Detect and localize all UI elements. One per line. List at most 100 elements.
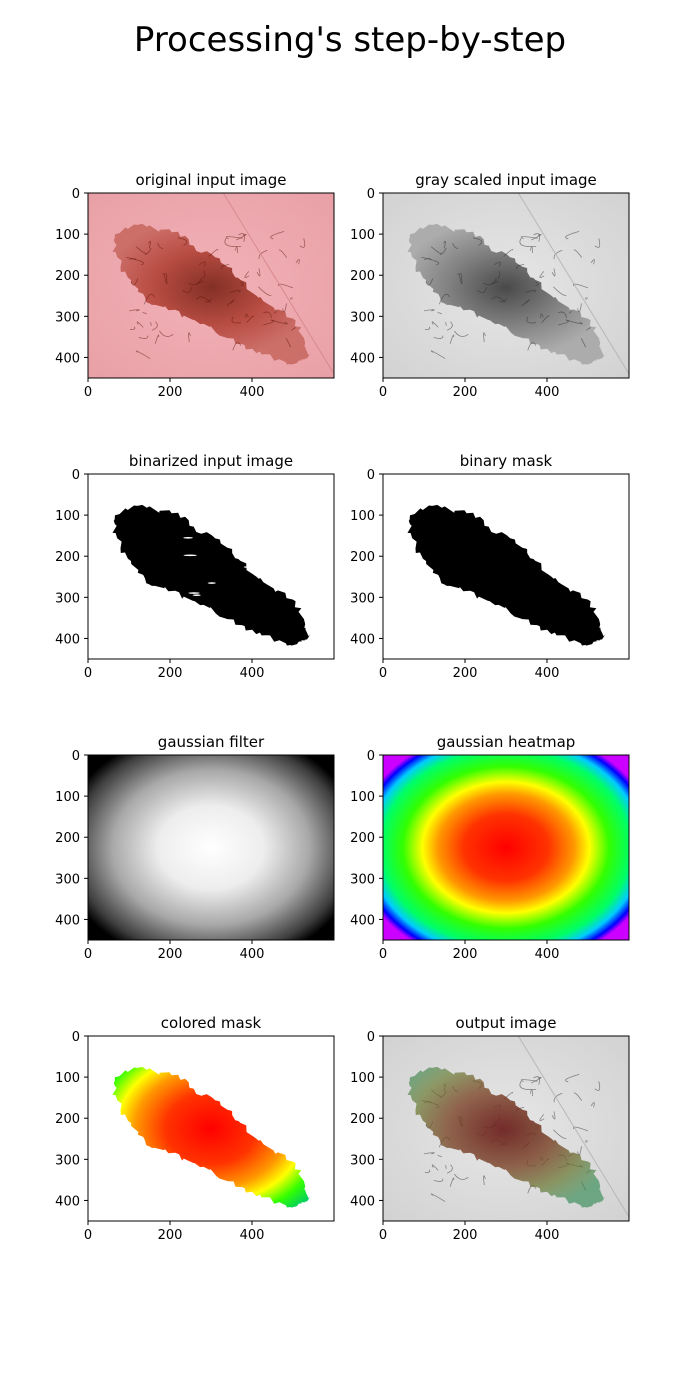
- y-tick-label: 100: [350, 790, 375, 805]
- mask-hole: [232, 544, 245, 546]
- texture-stroke: [144, 247, 152, 255]
- texture-stroke: [157, 242, 164, 249]
- subplot-image: [88, 755, 334, 940]
- mask-hole: [243, 566, 253, 568]
- texture-stroke: [525, 289, 536, 293]
- x-tick-label: 200: [453, 666, 478, 681]
- y-tick-label: 100: [55, 1071, 80, 1086]
- y-tick-label: 300: [55, 1153, 80, 1168]
- axes-frame: [87, 754, 335, 941]
- x-tick-label: 200: [453, 947, 478, 962]
- mask-hole: [188, 592, 200, 594]
- x-tick-label: 200: [158, 947, 183, 962]
- subplot-image: [383, 1036, 629, 1221]
- subplot-title: gaussian heatmap: [437, 733, 576, 751]
- texture-stroke: [580, 337, 586, 348]
- texture-stroke: [553, 1129, 567, 1139]
- texture-stroke: [515, 263, 525, 270]
- x-tick-label: 0: [84, 666, 92, 681]
- lesion-region: [112, 223, 311, 365]
- y-tick-label: 0: [72, 468, 80, 483]
- texture-stroke: [421, 256, 440, 266]
- x-tick-label: 200: [453, 385, 478, 400]
- texture-stroke: [577, 1146, 582, 1156]
- x-tick-label: 400: [535, 666, 560, 681]
- texture-stroke: [150, 322, 152, 326]
- x-tick-label: 400: [535, 385, 560, 400]
- texture-stroke: [541, 315, 549, 323]
- texture-stroke: [263, 311, 272, 318]
- subplot-title: original input image: [136, 171, 287, 189]
- y-tick-label: 0: [367, 187, 375, 202]
- texture-stroke: [573, 1126, 589, 1132]
- texture-stroke: [135, 246, 147, 254]
- subplot-image: [88, 474, 334, 659]
- texture-stroke: [449, 334, 455, 344]
- gaussian-field: [383, 755, 629, 940]
- y-tick-label: 300: [350, 310, 375, 325]
- y-tick-label: 300: [55, 310, 80, 325]
- texture-stroke: [577, 303, 582, 313]
- hair-line: [222, 193, 334, 375]
- y-tick-label: 100: [350, 228, 375, 243]
- y-tick-label: 0: [367, 468, 375, 483]
- texture-stroke: [531, 234, 542, 241]
- subplot-image: [383, 193, 629, 378]
- texture-stroke: [520, 236, 538, 239]
- texture-stroke: [438, 293, 451, 305]
- x-tick-label: 0: [84, 947, 92, 962]
- x-tick-label: 400: [240, 1228, 265, 1243]
- mask-hole: [145, 616, 158, 618]
- texture-stroke: [539, 271, 545, 278]
- subplot-6: gaussian heatmap 0 200 400 0 100 200 300 400: [350, 733, 630, 962]
- y-tick-label: 100: [55, 509, 80, 524]
- texture-stroke: [529, 246, 534, 254]
- texture-stroke: [492, 280, 499, 285]
- texture-stroke: [573, 249, 583, 258]
- subplot-title: binarized input image: [129, 452, 293, 470]
- y-tick-label: 400: [55, 351, 80, 366]
- x-tick-label: 400: [240, 385, 265, 400]
- mask-hole: [192, 594, 201, 596]
- texture-stroke: [585, 1140, 589, 1143]
- texture-stroke: [256, 268, 261, 277]
- texture-stroke: [299, 238, 306, 248]
- texture-stroke: [499, 298, 508, 303]
- y-tick-label: 100: [55, 790, 80, 805]
- texture-stroke: [551, 1111, 556, 1120]
- texture-stroke: [454, 330, 469, 337]
- texture-stroke: [443, 240, 446, 249]
- x-tick-label: 400: [535, 947, 560, 962]
- texture-stroke: [204, 298, 213, 303]
- subplot-2: gray scaled input image 0 200 400 0 100 200 300…: [350, 171, 630, 400]
- texture-stroke: [565, 1073, 580, 1083]
- texture-stroke: [151, 321, 158, 331]
- texture-stroke: [234, 246, 239, 254]
- subplot-title: output image: [456, 1014, 557, 1032]
- gaussian-field: [88, 755, 334, 940]
- y-tick-label: 400: [350, 351, 375, 366]
- texture-stroke: [263, 320, 274, 326]
- texture-stroke: [433, 335, 444, 339]
- texture-stroke: [245, 313, 249, 319]
- texture-stroke: [424, 258, 432, 260]
- subplot-title: binary mask: [460, 452, 553, 470]
- texture-stroke: [527, 342, 537, 351]
- texture-stroke: [520, 1079, 538, 1082]
- texture-stroke: [573, 283, 589, 289]
- texture-stroke: [159, 330, 174, 337]
- texture-stroke: [236, 234, 247, 241]
- texture-stroke: [424, 309, 435, 312]
- texture-stroke: [224, 237, 242, 248]
- texture-stroke: [430, 350, 446, 359]
- y-tick-label: 200: [55, 1112, 80, 1127]
- texture-stroke: [226, 299, 235, 307]
- texture-stroke: [430, 246, 442, 254]
- mask-hole: [251, 549, 260, 552]
- y-tick-label: 300: [55, 591, 80, 606]
- texture-stroke: [568, 309, 572, 314]
- texture-stroke: [533, 1076, 540, 1085]
- texture-stroke: [138, 335, 149, 339]
- texture-stroke: [573, 1092, 583, 1101]
- texture-stroke: [126, 256, 145, 266]
